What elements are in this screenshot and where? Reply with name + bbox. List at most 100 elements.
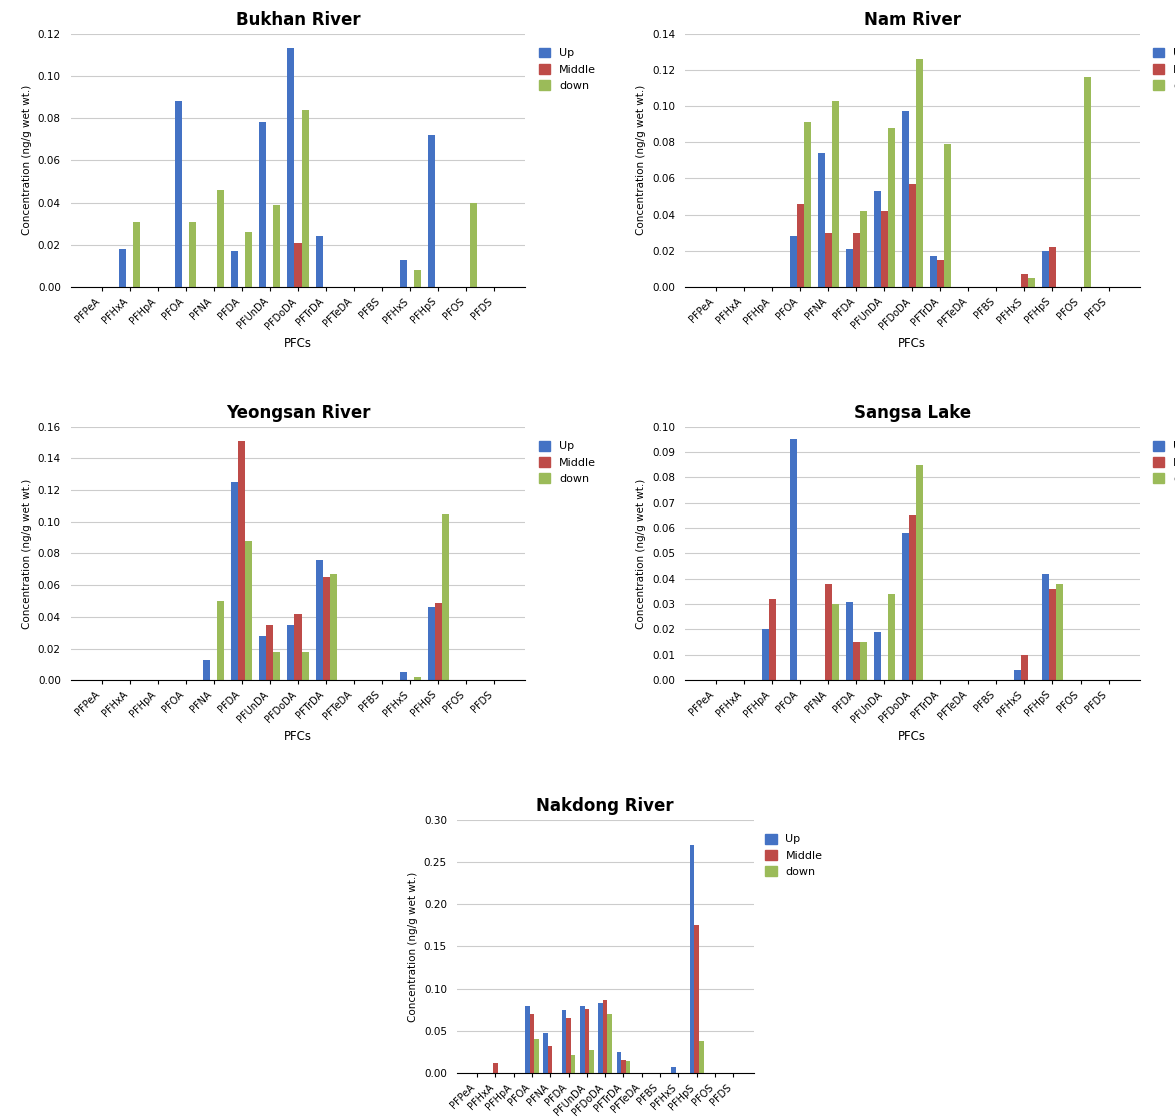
Bar <box>874 632 881 680</box>
Bar <box>1028 278 1035 287</box>
Bar <box>239 440 246 680</box>
Bar <box>295 614 302 680</box>
Bar <box>874 191 881 287</box>
Bar <box>1021 655 1028 680</box>
Bar <box>316 236 323 287</box>
Bar <box>699 1041 704 1073</box>
Bar <box>901 533 908 680</box>
Bar <box>231 252 239 287</box>
Bar <box>203 660 210 680</box>
Bar <box>494 1063 497 1073</box>
Y-axis label: Concentration (ng/g wet wt.): Concentration (ng/g wet wt.) <box>637 85 646 236</box>
Bar <box>694 926 699 1073</box>
Bar <box>603 999 607 1073</box>
Bar <box>323 577 329 680</box>
X-axis label: PFCs: PFCs <box>898 730 926 742</box>
Bar <box>274 652 281 680</box>
X-axis label: PFCs: PFCs <box>284 337 313 350</box>
Bar <box>543 1033 548 1073</box>
Bar <box>119 249 126 287</box>
Bar <box>804 122 811 287</box>
Legend: Up, Middle, down: Up, Middle, down <box>763 831 826 880</box>
Bar <box>525 1006 530 1073</box>
Bar <box>175 101 182 287</box>
Bar <box>231 482 239 680</box>
Title: Sangsa Lake: Sangsa Lake <box>854 405 971 423</box>
Bar <box>929 256 936 287</box>
Bar <box>133 221 140 287</box>
Y-axis label: Concentration (ng/g wet wt.): Concentration (ng/g wet wt.) <box>22 479 32 628</box>
Y-axis label: Concentration (ng/g wet wt.): Concentration (ng/g wet wt.) <box>637 479 646 628</box>
Bar <box>1056 584 1063 680</box>
Bar <box>530 1014 535 1073</box>
Bar <box>288 625 295 680</box>
Bar <box>217 601 224 680</box>
Bar <box>853 233 860 287</box>
Bar <box>1085 77 1092 287</box>
Bar <box>580 1006 584 1073</box>
Bar <box>428 607 435 680</box>
Bar <box>442 514 449 680</box>
Bar <box>535 1040 539 1073</box>
Bar <box>302 652 309 680</box>
Bar <box>1042 574 1049 680</box>
Bar <box>1049 589 1056 680</box>
Bar <box>470 202 477 287</box>
Title: Nam River: Nam River <box>864 11 961 29</box>
Bar <box>607 1014 612 1073</box>
Bar <box>435 603 442 680</box>
Legend: Up, Middle, down: Up, Middle, down <box>1150 437 1175 487</box>
Bar <box>790 236 797 287</box>
Bar <box>853 642 860 680</box>
Bar <box>690 845 694 1073</box>
Bar <box>832 101 839 287</box>
Bar <box>860 642 867 680</box>
Bar <box>915 59 922 287</box>
Bar <box>316 560 323 680</box>
Bar <box>671 1067 676 1073</box>
Bar <box>1049 247 1056 287</box>
Bar <box>881 211 887 287</box>
Bar <box>761 629 768 680</box>
Bar <box>790 439 797 680</box>
Legend: Up, Middle, down: Up, Middle, down <box>536 437 599 487</box>
Bar <box>818 153 825 287</box>
Bar <box>915 465 922 680</box>
Bar <box>887 594 894 680</box>
Bar <box>598 1003 603 1073</box>
Bar <box>584 1010 589 1073</box>
Bar <box>860 211 867 287</box>
Bar <box>768 599 776 680</box>
Bar <box>797 203 804 287</box>
Bar <box>260 122 267 287</box>
Bar <box>548 1046 552 1073</box>
Bar <box>1021 274 1028 287</box>
Bar <box>825 584 832 680</box>
Bar <box>589 1050 593 1073</box>
Bar <box>295 243 302 287</box>
Bar <box>566 1018 571 1073</box>
Bar <box>189 221 196 287</box>
Bar <box>217 190 224 287</box>
Y-axis label: Concentration (ng/g wet wt.): Concentration (ng/g wet wt.) <box>408 871 418 1022</box>
Bar <box>260 636 267 680</box>
Bar <box>400 259 407 287</box>
Bar <box>901 112 908 287</box>
Bar <box>832 604 839 680</box>
Bar <box>1014 670 1021 680</box>
Bar <box>329 574 336 680</box>
Bar <box>936 260 944 287</box>
Y-axis label: Concentration (ng/g wet wt.): Concentration (ng/g wet wt.) <box>22 85 32 236</box>
Bar <box>617 1052 622 1073</box>
Bar <box>414 678 421 680</box>
Bar <box>887 127 894 287</box>
Bar <box>908 183 915 287</box>
Legend: Up, Middle, down: Up, Middle, down <box>536 45 599 94</box>
Bar <box>246 541 253 680</box>
Bar <box>267 625 274 680</box>
Title: Nakdong River: Nakdong River <box>536 797 674 815</box>
Legend: Up, Middle, down: Up, Middle, down <box>1150 45 1175 94</box>
Bar <box>414 271 421 287</box>
Bar <box>246 233 253 287</box>
Bar <box>908 515 915 680</box>
